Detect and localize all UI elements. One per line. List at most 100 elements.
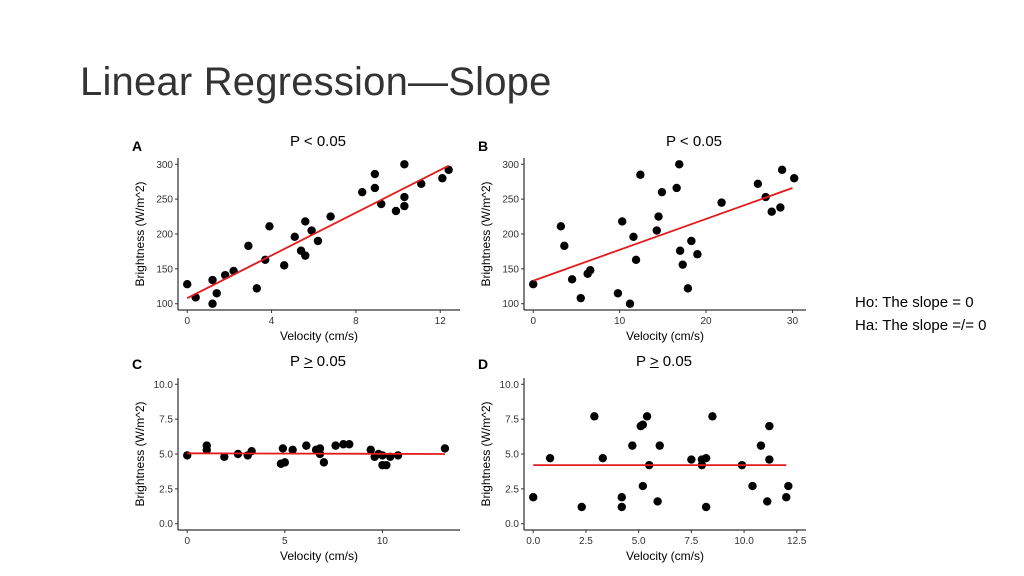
data-point bbox=[693, 250, 702, 259]
data-point bbox=[278, 444, 288, 453]
y-tick-label: 10.0 bbox=[154, 380, 174, 391]
data-point bbox=[675, 246, 685, 255]
data-point bbox=[683, 284, 693, 293]
data-point bbox=[400, 201, 409, 211]
alt-hypothesis: Ha: The slope =/= 0 bbox=[855, 317, 987, 334]
slide-title: Linear Regression—Slope bbox=[80, 60, 552, 104]
data-point bbox=[313, 236, 323, 246]
data-point bbox=[183, 280, 192, 289]
x-tick-label: 30 bbox=[787, 316, 799, 327]
data-point bbox=[576, 293, 585, 303]
chart-panel-b: B P < 0.05 100 150 200 250 300 0 10 20 30 Velocit… bbox=[474, 128, 814, 343]
y-tick-label: 300 bbox=[502, 160, 519, 171]
data-point bbox=[701, 502, 711, 512]
data-point bbox=[590, 412, 599, 421]
data-point bbox=[625, 299, 635, 308]
data-point bbox=[777, 165, 787, 175]
panel-label-c: C bbox=[132, 356, 143, 372]
y-tick-label: 2.5 bbox=[505, 484, 519, 495]
data-point bbox=[307, 226, 316, 235]
data-point bbox=[789, 174, 799, 183]
y-tick-label: 200 bbox=[502, 230, 519, 241]
scatter-plot-c: 0.0 2.5 5.0 7.5 10.0 0 5 10 Velocity (cm/s) Brigh… bbox=[133, 378, 460, 563]
data-point bbox=[618, 217, 627, 226]
y-tick-label: 100 bbox=[156, 299, 173, 310]
data-point bbox=[653, 497, 662, 506]
data-point bbox=[629, 232, 638, 241]
y-axis-label: Brightness (W/m^2) bbox=[133, 182, 147, 287]
data-point bbox=[366, 445, 375, 455]
chart-panel-d: D P > 0.05 0.0 2.5 5.0 7.5 10.0 0.0 2.5 5.0 7.5 1… bbox=[474, 348, 814, 563]
chart-panel-a: A P < 0.05 100 150 200 250 300 0 4 8 12 Velocity … bbox=[128, 128, 468, 343]
x-axis-label: Velocity (cm/s) bbox=[280, 329, 358, 343]
data-point bbox=[382, 460, 391, 470]
data-point bbox=[370, 183, 380, 193]
data-point bbox=[687, 236, 696, 246]
x-tick-label: 2.5 bbox=[579, 536, 593, 547]
data-point bbox=[782, 493, 791, 502]
x-tick-label: 10 bbox=[377, 536, 389, 547]
panel-label-d: D bbox=[478, 356, 489, 372]
data-point bbox=[657, 187, 667, 197]
p-value-d: P > 0.05 bbox=[604, 353, 724, 370]
data-point bbox=[370, 169, 380, 179]
y-tick-label: 0.0 bbox=[159, 519, 173, 530]
data-point bbox=[763, 497, 772, 506]
p-value-c: P > 0.05 bbox=[258, 353, 378, 370]
y-tick-label: 300 bbox=[156, 160, 173, 171]
data-point bbox=[636, 170, 645, 179]
regression-line bbox=[187, 452, 445, 455]
data-point bbox=[529, 493, 538, 502]
data-point bbox=[753, 179, 763, 188]
scatter-plot-a: 100 150 200 250 300 0 4 8 12 Velocity (cm/s) Brigh… bbox=[133, 158, 460, 343]
data-point bbox=[765, 455, 774, 464]
p-value-c-symbol: > bbox=[303, 353, 313, 370]
data-point bbox=[280, 458, 290, 467]
data-point bbox=[717, 198, 726, 207]
data-point bbox=[220, 452, 229, 461]
regression-line bbox=[186, 164, 450, 299]
x-tick-label: 5.0 bbox=[632, 536, 646, 547]
data-point bbox=[675, 160, 684, 169]
data-point bbox=[756, 441, 766, 450]
chart-panel-c: C P > 0.05 0.0 2.5 5.0 7.5 10.0 0 5 10 Velocity … bbox=[128, 348, 468, 563]
data-point bbox=[331, 441, 340, 450]
data-point bbox=[244, 241, 253, 251]
y-axis-label: Brightness (W/m^2) bbox=[479, 402, 493, 507]
data-point bbox=[529, 280, 538, 289]
y-tick-label: 5.0 bbox=[159, 450, 173, 461]
data-point bbox=[378, 451, 387, 460]
y-tick-label: 7.5 bbox=[505, 415, 519, 426]
x-tick-label: 10 bbox=[614, 316, 626, 327]
y-tick-label: 150 bbox=[502, 264, 519, 275]
scatter-plot-b: 100 150 200 250 300 0 10 20 30 Velocity (cm/s) Bri… bbox=[479, 158, 806, 343]
p-value-c-prefix: P bbox=[289, 353, 304, 370]
x-tick-label: 12.5 bbox=[787, 536, 807, 547]
panel-label-a: A bbox=[132, 138, 143, 154]
p-value-d-symbol: > bbox=[649, 353, 659, 370]
y-tick-label: 100 bbox=[502, 299, 519, 310]
data-point bbox=[252, 284, 262, 293]
y-tick-label: 10.0 bbox=[500, 380, 520, 391]
data-point bbox=[358, 187, 367, 197]
data-point bbox=[586, 266, 595, 275]
x-tick-label: 8 bbox=[353, 316, 359, 327]
data-point bbox=[701, 453, 711, 463]
data-point bbox=[654, 212, 663, 221]
panel-label-b: B bbox=[478, 138, 489, 154]
data-point bbox=[598, 453, 608, 463]
x-tick-label: 0 bbox=[184, 536, 190, 547]
data-point bbox=[767, 207, 776, 216]
data-point bbox=[339, 440, 348, 449]
data-point bbox=[567, 275, 577, 284]
data-point bbox=[678, 260, 687, 269]
data-point bbox=[400, 160, 409, 169]
data-point bbox=[391, 206, 401, 216]
data-point bbox=[444, 165, 453, 175]
data-point bbox=[417, 179, 426, 188]
p-value-c-suffix: 0.05 bbox=[312, 353, 347, 370]
data-point bbox=[288, 445, 297, 455]
x-tick-label: 4 bbox=[269, 316, 275, 327]
data-point bbox=[784, 481, 793, 491]
y-tick-label: 0.0 bbox=[505, 519, 519, 530]
